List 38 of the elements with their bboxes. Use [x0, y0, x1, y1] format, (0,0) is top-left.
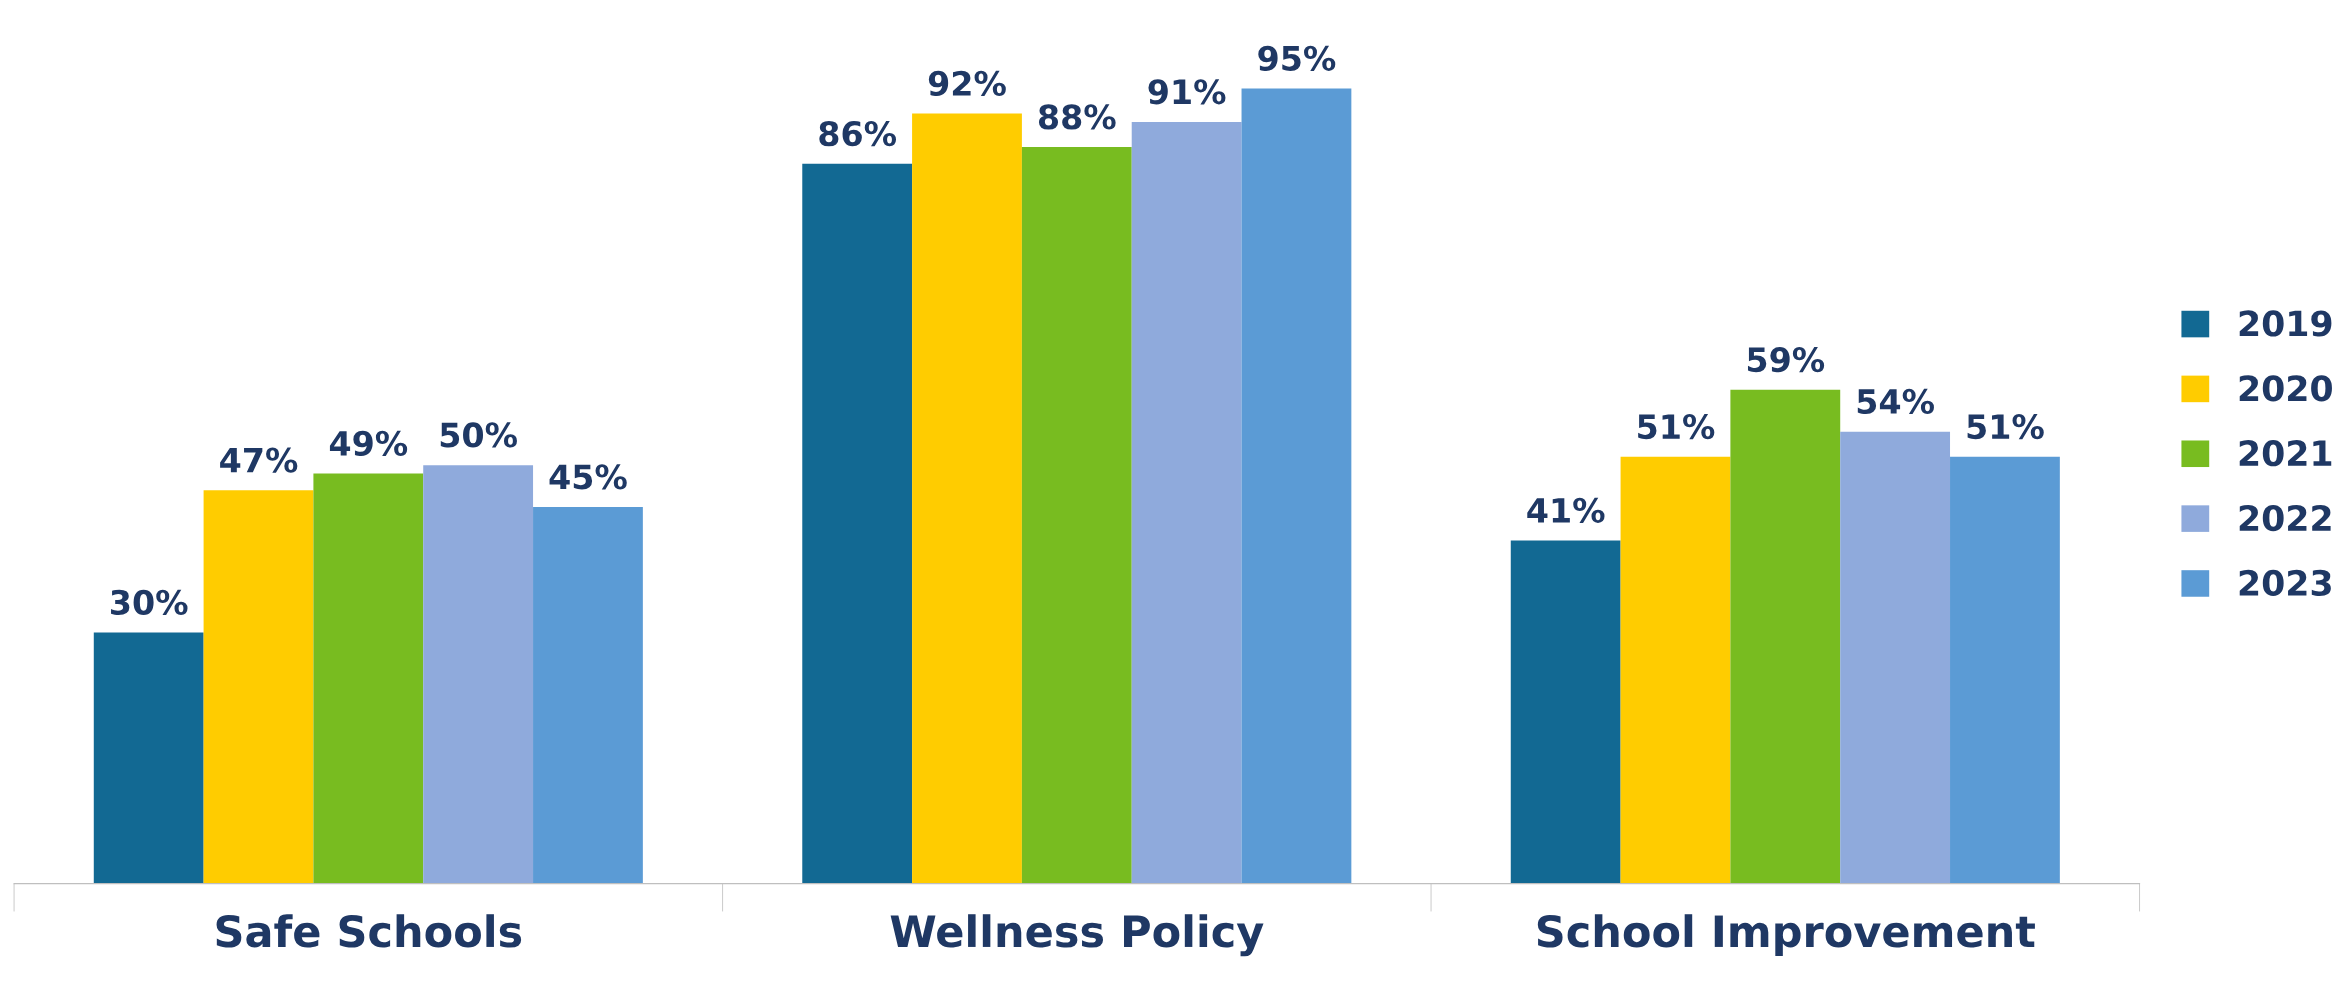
bar: [1510, 540, 1621, 884]
legend-label: 2021: [2239, 440, 2332, 467]
legend-label: 2022: [2239, 504, 2331, 532]
bar: [533, 506, 643, 884]
legend-label: 2019: [2239, 310, 2332, 337]
data-label: 51%: [1638, 413, 1715, 440]
data-label: 51%: [1967, 413, 2044, 440]
data-label: 45%: [549, 464, 627, 490]
data-label: 95%: [1258, 45, 1336, 71]
data-label: 92%: [928, 70, 1006, 97]
bar: [1131, 121, 1242, 884]
bar: [1021, 147, 1132, 884]
legend-label: 2020: [2239, 375, 2332, 402]
data-label: 41%: [1527, 497, 1605, 523]
data-label: 59%: [1747, 347, 1825, 373]
bar: [313, 473, 424, 884]
x-tick-label: Safe Schools: [216, 914, 522, 948]
bar: [802, 163, 913, 884]
bar: [1840, 431, 1951, 884]
x-tick-label: Wellness Policy: [890, 914, 1264, 957]
data-label: 54%: [1857, 388, 1934, 415]
bar: [1241, 88, 1352, 884]
legend-label: 2023: [2239, 569, 2331, 597]
data-label: 86%: [819, 121, 897, 147]
bar: [93, 632, 204, 884]
x-tick-label: School Improvement: [1537, 914, 2035, 956]
data-label: 49%: [329, 430, 408, 456]
bar: [423, 465, 534, 884]
data-label: 47%: [220, 447, 298, 473]
bar: [912, 113, 1022, 884]
bar: [1730, 389, 1841, 884]
bar: [1620, 456, 1731, 884]
data-label: 88%: [1038, 104, 1116, 130]
data-label: 50%: [440, 422, 517, 448]
bar: [203, 490, 314, 884]
data-label: 91%: [1148, 79, 1226, 105]
data-label: 30%: [111, 589, 188, 615]
bar: [1950, 456, 2060, 884]
